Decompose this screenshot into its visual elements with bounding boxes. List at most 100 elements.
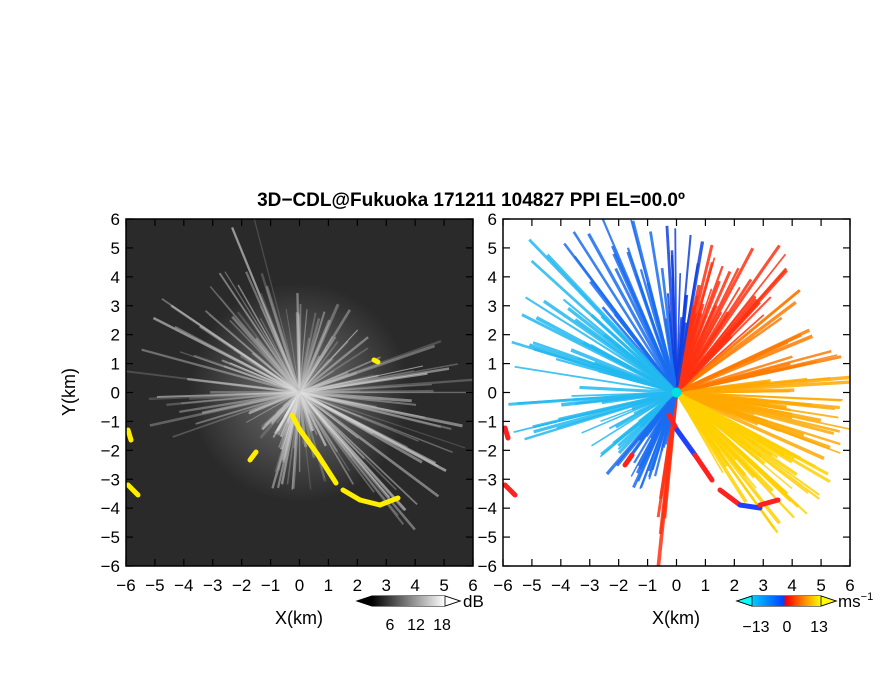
clutter-echo <box>289 412 303 433</box>
db-tick-label: 6 <box>386 617 395 634</box>
clutter-echo <box>340 487 363 503</box>
x-tick-label: 4 <box>787 576 796 595</box>
clutter-echo <box>377 495 401 508</box>
velocity-ray <box>675 391 793 464</box>
y-tick-label: −5 <box>478 528 497 547</box>
x-tick-label: −3 <box>580 576 599 595</box>
x-tick-label: −6 <box>116 576 135 595</box>
velocity-ray <box>675 289 801 394</box>
radar-center-marker <box>671 387 682 398</box>
velocity-clutter-echo <box>503 482 518 498</box>
velocity-ray <box>676 391 787 408</box>
x-tick-label: 1 <box>324 576 333 595</box>
velocity-clutter-echoes <box>503 412 781 511</box>
velocity-ray <box>608 391 677 430</box>
velocity-ray <box>532 391 677 428</box>
velocity-clutter-echo <box>757 497 781 508</box>
velocity-ray <box>511 340 677 394</box>
y-tick-label: −2 <box>478 441 497 460</box>
velocity-ray <box>675 391 809 494</box>
velocity-colorbar-gradient <box>752 596 821 606</box>
y-tick-label: 5 <box>111 239 120 258</box>
y-tick-label: −6 <box>478 557 497 576</box>
chart-title: 3D−CDL@Fukuoka 171211 104827 PPI EL=00.0… <box>257 190 685 211</box>
x-tick-label: 3 <box>759 576 768 595</box>
x-tick-label: 2 <box>353 576 362 595</box>
velocity-ray <box>612 253 679 394</box>
velocity-ray <box>556 391 677 429</box>
clutter-echo <box>126 427 134 443</box>
velocity-tick-label: −13 <box>742 619 769 636</box>
x-tick-label: −4 <box>174 576 193 595</box>
velocity-ray <box>676 391 841 433</box>
velocity-clutter-echo <box>717 487 743 508</box>
velocity-ray <box>676 380 850 395</box>
y-tick-label: −3 <box>101 470 120 489</box>
velocity-ray <box>587 233 678 394</box>
x-tick-label: 6 <box>468 576 477 595</box>
velocity-ray <box>615 391 678 467</box>
y-tick-label: 1 <box>488 355 497 374</box>
velocity-ray <box>675 301 761 394</box>
y-tick-label: 3 <box>111 297 120 316</box>
velocity-ray <box>546 253 678 394</box>
x-tick-label: 3 <box>382 576 391 595</box>
y-tick-label: 2 <box>488 326 497 345</box>
velocity-ray <box>675 273 682 393</box>
velocity-ray <box>676 354 838 394</box>
y-tick-label: 0 <box>111 384 120 403</box>
velocity-ray <box>579 385 677 395</box>
y-axis-label: Y(km) <box>59 368 79 416</box>
y-tick-label: 4 <box>111 268 120 287</box>
y-tick-label: −6 <box>101 557 120 576</box>
velocity-ray <box>675 340 789 395</box>
y-tick-label: −1 <box>478 412 497 431</box>
velocity-colorbar: ms−1 −13 0 13 <box>735 591 873 636</box>
db-tick-label: 12 <box>407 617 425 634</box>
velocity-ray <box>647 391 679 472</box>
velocity-unit-label: ms−1 <box>838 591 873 611</box>
velocity-axes: −6 6 −5 5 −4 4 −3 3 −2 2 −1 1 0 0 1 −1 2 −2 3 −3 4 −4 5 −5 6 −6 <box>478 210 855 595</box>
velocity-clutter-echo <box>666 412 680 433</box>
velocity-clutter-echo <box>674 427 698 458</box>
velocity-ray <box>631 220 678 393</box>
velocity-clutter-echo <box>503 425 511 441</box>
x-tick-label: −6 <box>493 576 512 595</box>
x-tick-label: 5 <box>816 576 825 595</box>
y-tick-label: 2 <box>111 326 120 345</box>
y-tick-label: −2 <box>101 441 120 460</box>
y-tick-label: −4 <box>478 499 497 518</box>
velocity-tick-label: 0 <box>783 619 792 636</box>
clutter-echo <box>247 449 259 463</box>
db-tick-label: 18 <box>433 617 451 634</box>
x-tick-label: −2 <box>232 576 251 595</box>
db-colorbar-gradient <box>372 596 445 606</box>
x-tick-label: 0 <box>295 576 304 595</box>
velocity-clutter-echo <box>692 452 715 483</box>
reflectivity-panel: −6 6 −5 5 −4 4 −3 3 −2 2 −1 1 0 0 1 −1 2 −2 3 −3 4 −4 5 −5 6 −6 X… <box>59 210 478 628</box>
reflectivity-center-glow <box>189 282 410 503</box>
y-tick-label: −5 <box>101 528 120 547</box>
x-tick-label: −5 <box>145 576 164 595</box>
db-colorbar: dB 6 12 18 <box>355 592 484 634</box>
y-tick-label: 6 <box>111 210 120 229</box>
x-tick-label: 6 <box>845 576 854 595</box>
velocity-clutter-echo <box>737 502 763 511</box>
x-tick-label: 1 <box>701 576 710 595</box>
velocity-ray <box>675 390 825 461</box>
velocity-ray <box>582 341 678 394</box>
x-tick-label: −5 <box>522 576 541 595</box>
db-unit-label: dB <box>463 592 484 611</box>
velocity-ray <box>675 263 699 393</box>
x-tick-label: −2 <box>609 576 628 595</box>
velocity-ray <box>508 391 677 406</box>
y-tick-label: 0 <box>488 384 497 403</box>
velocity-ray <box>676 391 842 402</box>
y-tick-label: −3 <box>478 470 497 489</box>
x-tick-label: −1 <box>261 576 280 595</box>
velocity-ray <box>574 255 678 394</box>
y-tick-label: −1 <box>101 412 120 431</box>
x-tick-label: −4 <box>551 576 570 595</box>
x-axis-label: X(km) <box>275 608 323 628</box>
